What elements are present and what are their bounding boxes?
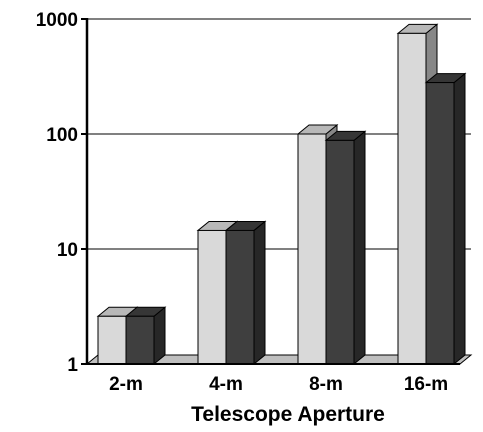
x-tick-label: 4-m: [209, 374, 243, 395]
x-axis-ticks: 2-m 4-m 8-m 16-m: [109, 374, 448, 395]
y-tick-label: 100: [46, 125, 78, 146]
bar-front: [225, 229, 255, 365]
bar-side: [353, 130, 366, 366]
y-tick-label: 1000: [36, 10, 78, 31]
bars: [96, 23, 467, 366]
bar-front: [97, 315, 127, 365]
bar-front: [397, 32, 427, 365]
bar-front: [425, 82, 455, 365]
y-axis-ticks: 1 10 100 1000: [36, 10, 87, 376]
axes: [85, 18, 460, 365]
x-axis-title: Telescope Aperture: [191, 403, 385, 426]
bar-front: [125, 315, 155, 365]
x-tick-label: 8-m: [309, 374, 343, 395]
bar: [324, 130, 367, 366]
x-tick-label: 2-m: [109, 374, 143, 395]
bar: [224, 220, 267, 366]
y-tick-label: 1: [67, 355, 78, 376]
bar-front: [197, 229, 227, 365]
bar-side: [253, 220, 266, 366]
x-tick-label: 16-m: [404, 374, 448, 395]
bar-side: [153, 306, 166, 366]
y-tick-label: 10: [57, 240, 78, 261]
bar-front: [325, 139, 355, 365]
bar-front: [297, 133, 327, 365]
bar: [124, 306, 167, 366]
bar-side: [453, 72, 466, 366]
bar: [424, 72, 467, 366]
